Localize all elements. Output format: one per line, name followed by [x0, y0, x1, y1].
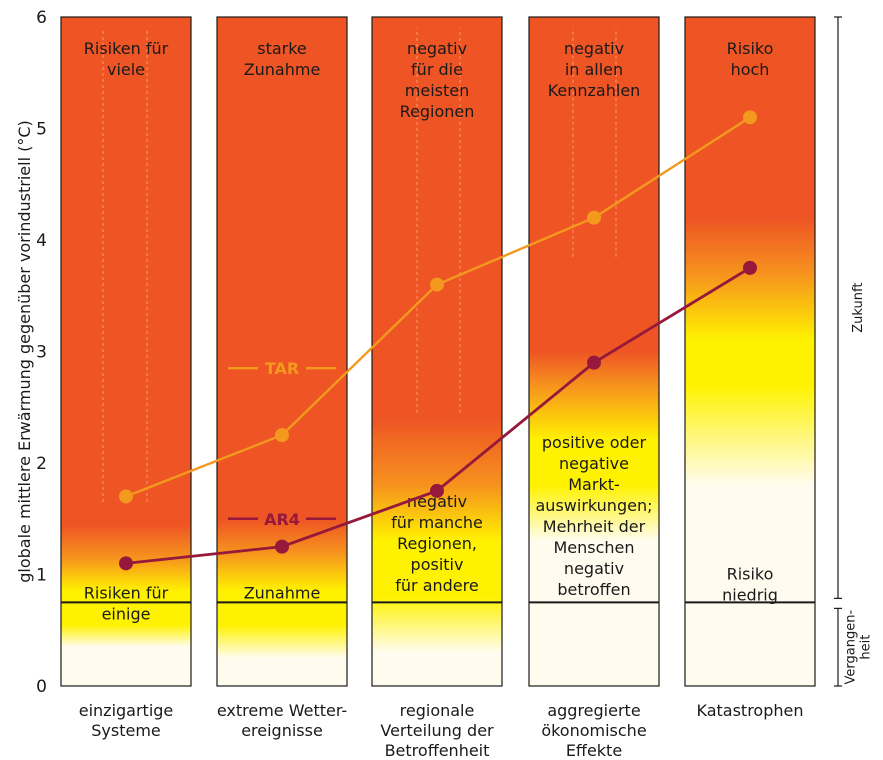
risk-column-4 [528, 16, 660, 687]
bottom-label: negative [559, 454, 629, 473]
risk-column-2 [216, 16, 348, 687]
data-point-tar [119, 489, 133, 504]
y-tick-label: 2 [36, 454, 47, 474]
x-tick-label: extreme Wetter- [217, 701, 347, 720]
right-brackets: Zukunft Vergangen-heit [834, 16, 874, 687]
bottom-label: Mehrheit der [543, 517, 646, 536]
y-tick-label: 0 [36, 677, 47, 697]
series-layer: TAR AR4 [119, 110, 757, 571]
top-label: negativ [407, 39, 467, 58]
bottom-label: einige [102, 604, 151, 623]
bottom-label: Markt- [568, 475, 620, 494]
x-tick-label: Effekte [566, 741, 622, 760]
top-label: starke [257, 39, 307, 58]
data-point-ar4 [430, 483, 444, 498]
x-tick-label: Katastrophen [697, 701, 804, 720]
risk-columns [60, 16, 816, 687]
legend-label-ar4: AR4 [264, 510, 300, 529]
legend-label-tar: TAR [265, 359, 299, 378]
y-tick-label: 1 [36, 566, 47, 586]
y-tick-label: 3 [36, 343, 47, 363]
top-label: Zunahme [244, 60, 321, 79]
data-point-tar [430, 277, 444, 292]
bottom-label: Risiko [727, 564, 774, 583]
data-point-ar4 [587, 355, 601, 370]
bottom-label: Risiken für [84, 583, 169, 602]
top-label: für die [411, 60, 463, 79]
bottom-label: Menschen [553, 538, 634, 557]
top-label: in allen [565, 60, 623, 79]
x-tick-label: aggregierte [547, 701, 640, 720]
top-label: Risiken für [84, 39, 169, 58]
top-label: Risiko [727, 39, 774, 58]
bracket-label: Zukunft [851, 283, 866, 333]
column-texts: Risiken für viele starke Zunahme negativ für … [84, 39, 778, 623]
bottom-label: Zunahme [244, 583, 321, 602]
y-axis: 0 1 2 3 4 5 6 globale mittlere Erwärmung gegenü… [15, 8, 47, 697]
data-point-tar [743, 110, 757, 125]
data-point-ar4 [743, 260, 757, 275]
top-label: Kennzahlen [548, 81, 641, 100]
bottom-label: Regionen, [397, 534, 477, 553]
data-point-ar4 [275, 539, 289, 554]
bottom-label: positive oder [542, 433, 647, 452]
data-point-tar [275, 428, 289, 443]
bottom-label: niedrig [722, 585, 778, 604]
data-point-tar [587, 210, 601, 225]
y-axis-label: globale mittlere Erwärmung gegenüber vor… [15, 120, 34, 583]
bottom-label: auswirkungen; [536, 496, 653, 515]
x-tick-label: Verteilung der [380, 721, 494, 740]
risk-column-1 [60, 16, 192, 687]
data-point-ar4 [119, 556, 133, 571]
x-tick-label: ökonomische [541, 721, 646, 740]
x-tick-label: Betroffenheit [385, 741, 490, 760]
bottom-label: positiv [411, 555, 464, 574]
top-label: negativ [564, 39, 624, 58]
top-label: viele [107, 60, 145, 79]
y-tick-label: 6 [36, 8, 47, 28]
risk-column-5 [684, 16, 816, 687]
bracket-label: heit [859, 635, 874, 660]
x-tick-label: Systeme [91, 721, 161, 740]
top-label: hoch [731, 60, 770, 79]
bottom-label: betroffen [557, 580, 630, 599]
x-tick-label: regionale [400, 701, 475, 720]
y-tick-label: 4 [36, 231, 47, 251]
bracket-label: Vergangen- [844, 610, 859, 685]
risk-column-3 [371, 16, 503, 687]
bottom-label: für manche [391, 513, 483, 532]
y-tick-label: 5 [36, 120, 47, 140]
bottom-label: für andere [395, 576, 478, 595]
x-tick-label: einzigartige [79, 701, 174, 720]
top-label: meisten [405, 81, 469, 100]
top-label: Regionen [400, 102, 475, 121]
x-tick-label: ereignisse [241, 721, 323, 740]
bottom-label: negativ [564, 559, 624, 578]
